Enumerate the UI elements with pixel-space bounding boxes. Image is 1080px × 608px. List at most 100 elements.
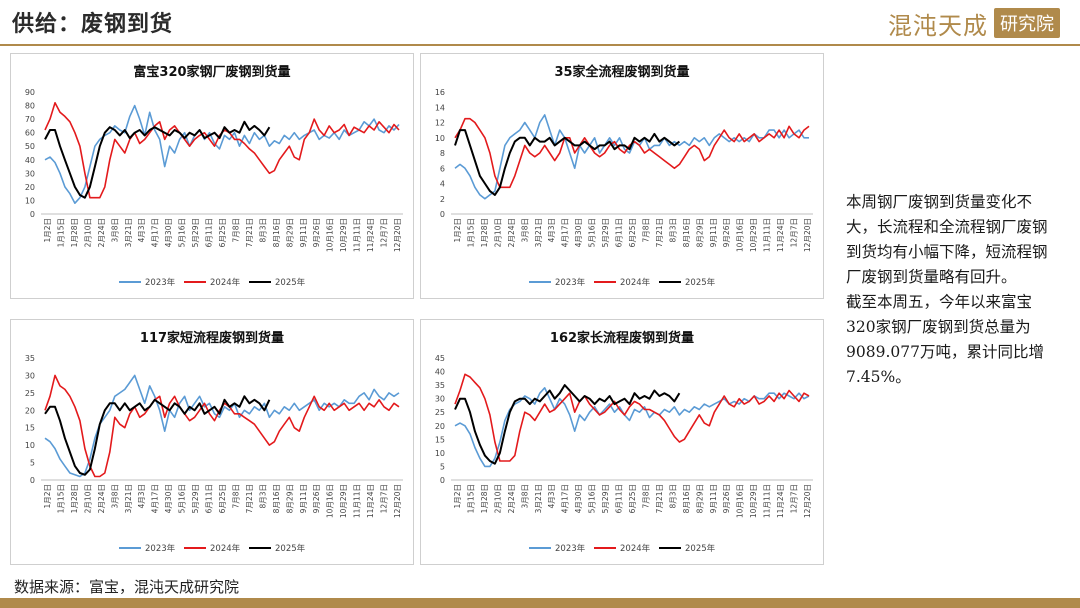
y-tick-label: 30 bbox=[435, 395, 445, 404]
x-tick-label: 10月16日 bbox=[736, 484, 745, 518]
x-tick-label: 3月21日 bbox=[534, 218, 543, 247]
x-tick-label: 4月3日 bbox=[137, 484, 146, 509]
y-tick-label: 40 bbox=[25, 156, 35, 165]
y-tick-label: 0 bbox=[440, 210, 445, 219]
y-tick-label: 14 bbox=[435, 103, 445, 112]
x-tick-label: 4月17日 bbox=[561, 218, 570, 247]
x-tick-label: 9月26日 bbox=[312, 218, 321, 247]
x-tick-label: 6月11日 bbox=[205, 218, 214, 247]
x-tick-label: 3月21日 bbox=[124, 484, 133, 513]
chart-svg: 35家全流程废钢到货量 0 2 4 6 8 10 12 14 16 1月2日 1月15日 1月28日 2月… bbox=[435, 64, 813, 288]
x-tick-label: 6月25日 bbox=[628, 218, 637, 247]
x-tick-label: 4月30日 bbox=[574, 484, 583, 513]
x-tick-label: 4月3日 bbox=[547, 218, 556, 243]
chart-panel-117: 117家短流程废钢到货量 0 5 10 15 20 25 30 35 1月2日 1月15日 1月28日… bbox=[10, 319, 414, 565]
x-tick-label: 2月24日 bbox=[97, 218, 106, 247]
legend-label: 2025年 bbox=[275, 277, 306, 288]
x-tick-label: 8月16日 bbox=[682, 218, 691, 247]
x-tick-label: 8月16日 bbox=[682, 484, 691, 513]
x-tick-label: 12月20日 bbox=[393, 484, 402, 518]
x-tick-label: 7月8日 bbox=[231, 484, 240, 509]
x-tick-label: 4月3日 bbox=[137, 218, 146, 243]
x-tick-label: 2月10日 bbox=[493, 218, 502, 247]
x-tick-label: 1月2日 bbox=[43, 218, 52, 243]
legend-label: 2023年 bbox=[145, 543, 176, 554]
x-tick-label: 6月25日 bbox=[628, 484, 637, 513]
y-tick-label: 15 bbox=[435, 435, 445, 444]
x-tick-label: 8月3日 bbox=[258, 484, 267, 509]
y-tick-label: 10 bbox=[25, 441, 35, 450]
x-tick-label: 12月20日 bbox=[803, 484, 812, 518]
commentary: 本周钢厂废钢到货量变化不大，长流程和全流程钢厂废钢到货均有小幅下降，短流程钢厂废… bbox=[846, 190, 1061, 390]
x-tick-label: 4月3日 bbox=[547, 484, 556, 509]
x-tick-label: 4月17日 bbox=[561, 484, 570, 513]
x-tick-label: 3月8日 bbox=[520, 218, 529, 243]
y-tick-label: 16 bbox=[435, 88, 445, 97]
y-tick-label: 4 bbox=[440, 180, 445, 189]
x-tick-label: 1月2日 bbox=[43, 484, 52, 509]
series-line-2025年 bbox=[454, 384, 681, 465]
x-tick-label: 10月16日 bbox=[326, 484, 335, 518]
y-tick-label: 12 bbox=[435, 119, 445, 128]
y-tick-label: 35 bbox=[25, 354, 35, 363]
legend-label: 2025年 bbox=[275, 543, 306, 554]
x-tick-label: 8月29日 bbox=[695, 484, 704, 513]
x-tick-label: 9月11日 bbox=[709, 218, 718, 247]
legend-label: 2024年 bbox=[210, 543, 241, 554]
x-tick-label: 1月15日 bbox=[56, 218, 65, 247]
x-tick-label: 6月11日 bbox=[205, 484, 214, 513]
legend-label: 2024年 bbox=[210, 277, 241, 288]
x-tick-label: 2月24日 bbox=[507, 484, 516, 513]
chart-panel-320: 富宝320家钢厂废钢到货量 0 10 20 30 40 50 60 70 80 90 1月2日 1月15… bbox=[10, 53, 414, 299]
x-tick-label: 3月8日 bbox=[110, 218, 119, 243]
x-tick-label: 7月8日 bbox=[641, 484, 650, 509]
x-tick-label: 1月15日 bbox=[466, 484, 475, 513]
y-tick-label: 0 bbox=[30, 210, 35, 219]
chart-title: 117家短流程废钢到货量 bbox=[140, 330, 284, 346]
series-line-2024年 bbox=[44, 374, 400, 478]
x-tick-label: 4月17日 bbox=[151, 218, 160, 247]
x-tick-label: 1月15日 bbox=[56, 484, 65, 513]
x-tick-label: 7月8日 bbox=[231, 218, 240, 243]
x-tick-label: 11月11日 bbox=[763, 218, 772, 252]
legend-label: 2023年 bbox=[145, 277, 176, 288]
y-tick-label: 50 bbox=[25, 142, 35, 151]
x-tick-label: 12月7日 bbox=[790, 484, 799, 513]
x-tick-label: 1月28日 bbox=[480, 484, 489, 513]
x-tick-label: 5月29日 bbox=[191, 218, 200, 247]
x-tick-label: 7月21日 bbox=[655, 218, 664, 247]
x-tick-label: 8月29日 bbox=[285, 218, 294, 247]
legend-label: 2024年 bbox=[620, 277, 651, 288]
x-tick-label: 10月29日 bbox=[749, 484, 758, 518]
legend-label: 2023年 bbox=[555, 277, 586, 288]
y-tick-label: 10 bbox=[435, 134, 445, 143]
x-tick-label: 11月24日 bbox=[366, 484, 375, 518]
x-tick-label: 12月20日 bbox=[803, 218, 812, 252]
x-tick-label: 3月8日 bbox=[110, 484, 119, 509]
x-tick-label: 10月16日 bbox=[736, 218, 745, 252]
x-tick-label: 9月11日 bbox=[299, 484, 308, 513]
chart-svg: 162家长流程废钢到货量 0 5 10 15 20 25 30 35 40 45 1月2日 1月15日 1… bbox=[435, 330, 813, 554]
page-title: 供给：废钢到货 bbox=[12, 11, 174, 37]
x-tick-label: 8月3日 bbox=[258, 218, 267, 243]
y-tick-label: 0 bbox=[30, 476, 35, 485]
chart-panel-162: 162家长流程废钢到货量 0 5 10 15 20 25 30 35 40 45 1月2日 1月15日 1… bbox=[420, 319, 824, 565]
x-tick-label: 6月25日 bbox=[218, 218, 227, 247]
y-tick-label: 5 bbox=[440, 462, 445, 471]
x-tick-label: 4月30日 bbox=[574, 218, 583, 247]
y-tick-label: 10 bbox=[25, 196, 35, 205]
x-tick-label: 8月29日 bbox=[285, 484, 294, 513]
series-line-2024年 bbox=[454, 373, 810, 462]
x-tick-label: 11月11日 bbox=[763, 484, 772, 518]
y-tick-label: 8 bbox=[440, 149, 445, 158]
x-tick-label: 6月25日 bbox=[218, 484, 227, 513]
y-tick-label: 30 bbox=[25, 371, 35, 380]
x-tick-label: 9月11日 bbox=[299, 218, 308, 247]
x-tick-label: 3月8日 bbox=[520, 484, 529, 509]
y-tick-label: 0 bbox=[440, 476, 445, 485]
x-tick-label: 12月7日 bbox=[380, 484, 389, 513]
x-tick-label: 8月16日 bbox=[272, 218, 281, 247]
x-tick-label: 4月17日 bbox=[151, 484, 160, 513]
y-tick-label: 80 bbox=[25, 102, 35, 111]
x-tick-label: 8月29日 bbox=[695, 218, 704, 247]
